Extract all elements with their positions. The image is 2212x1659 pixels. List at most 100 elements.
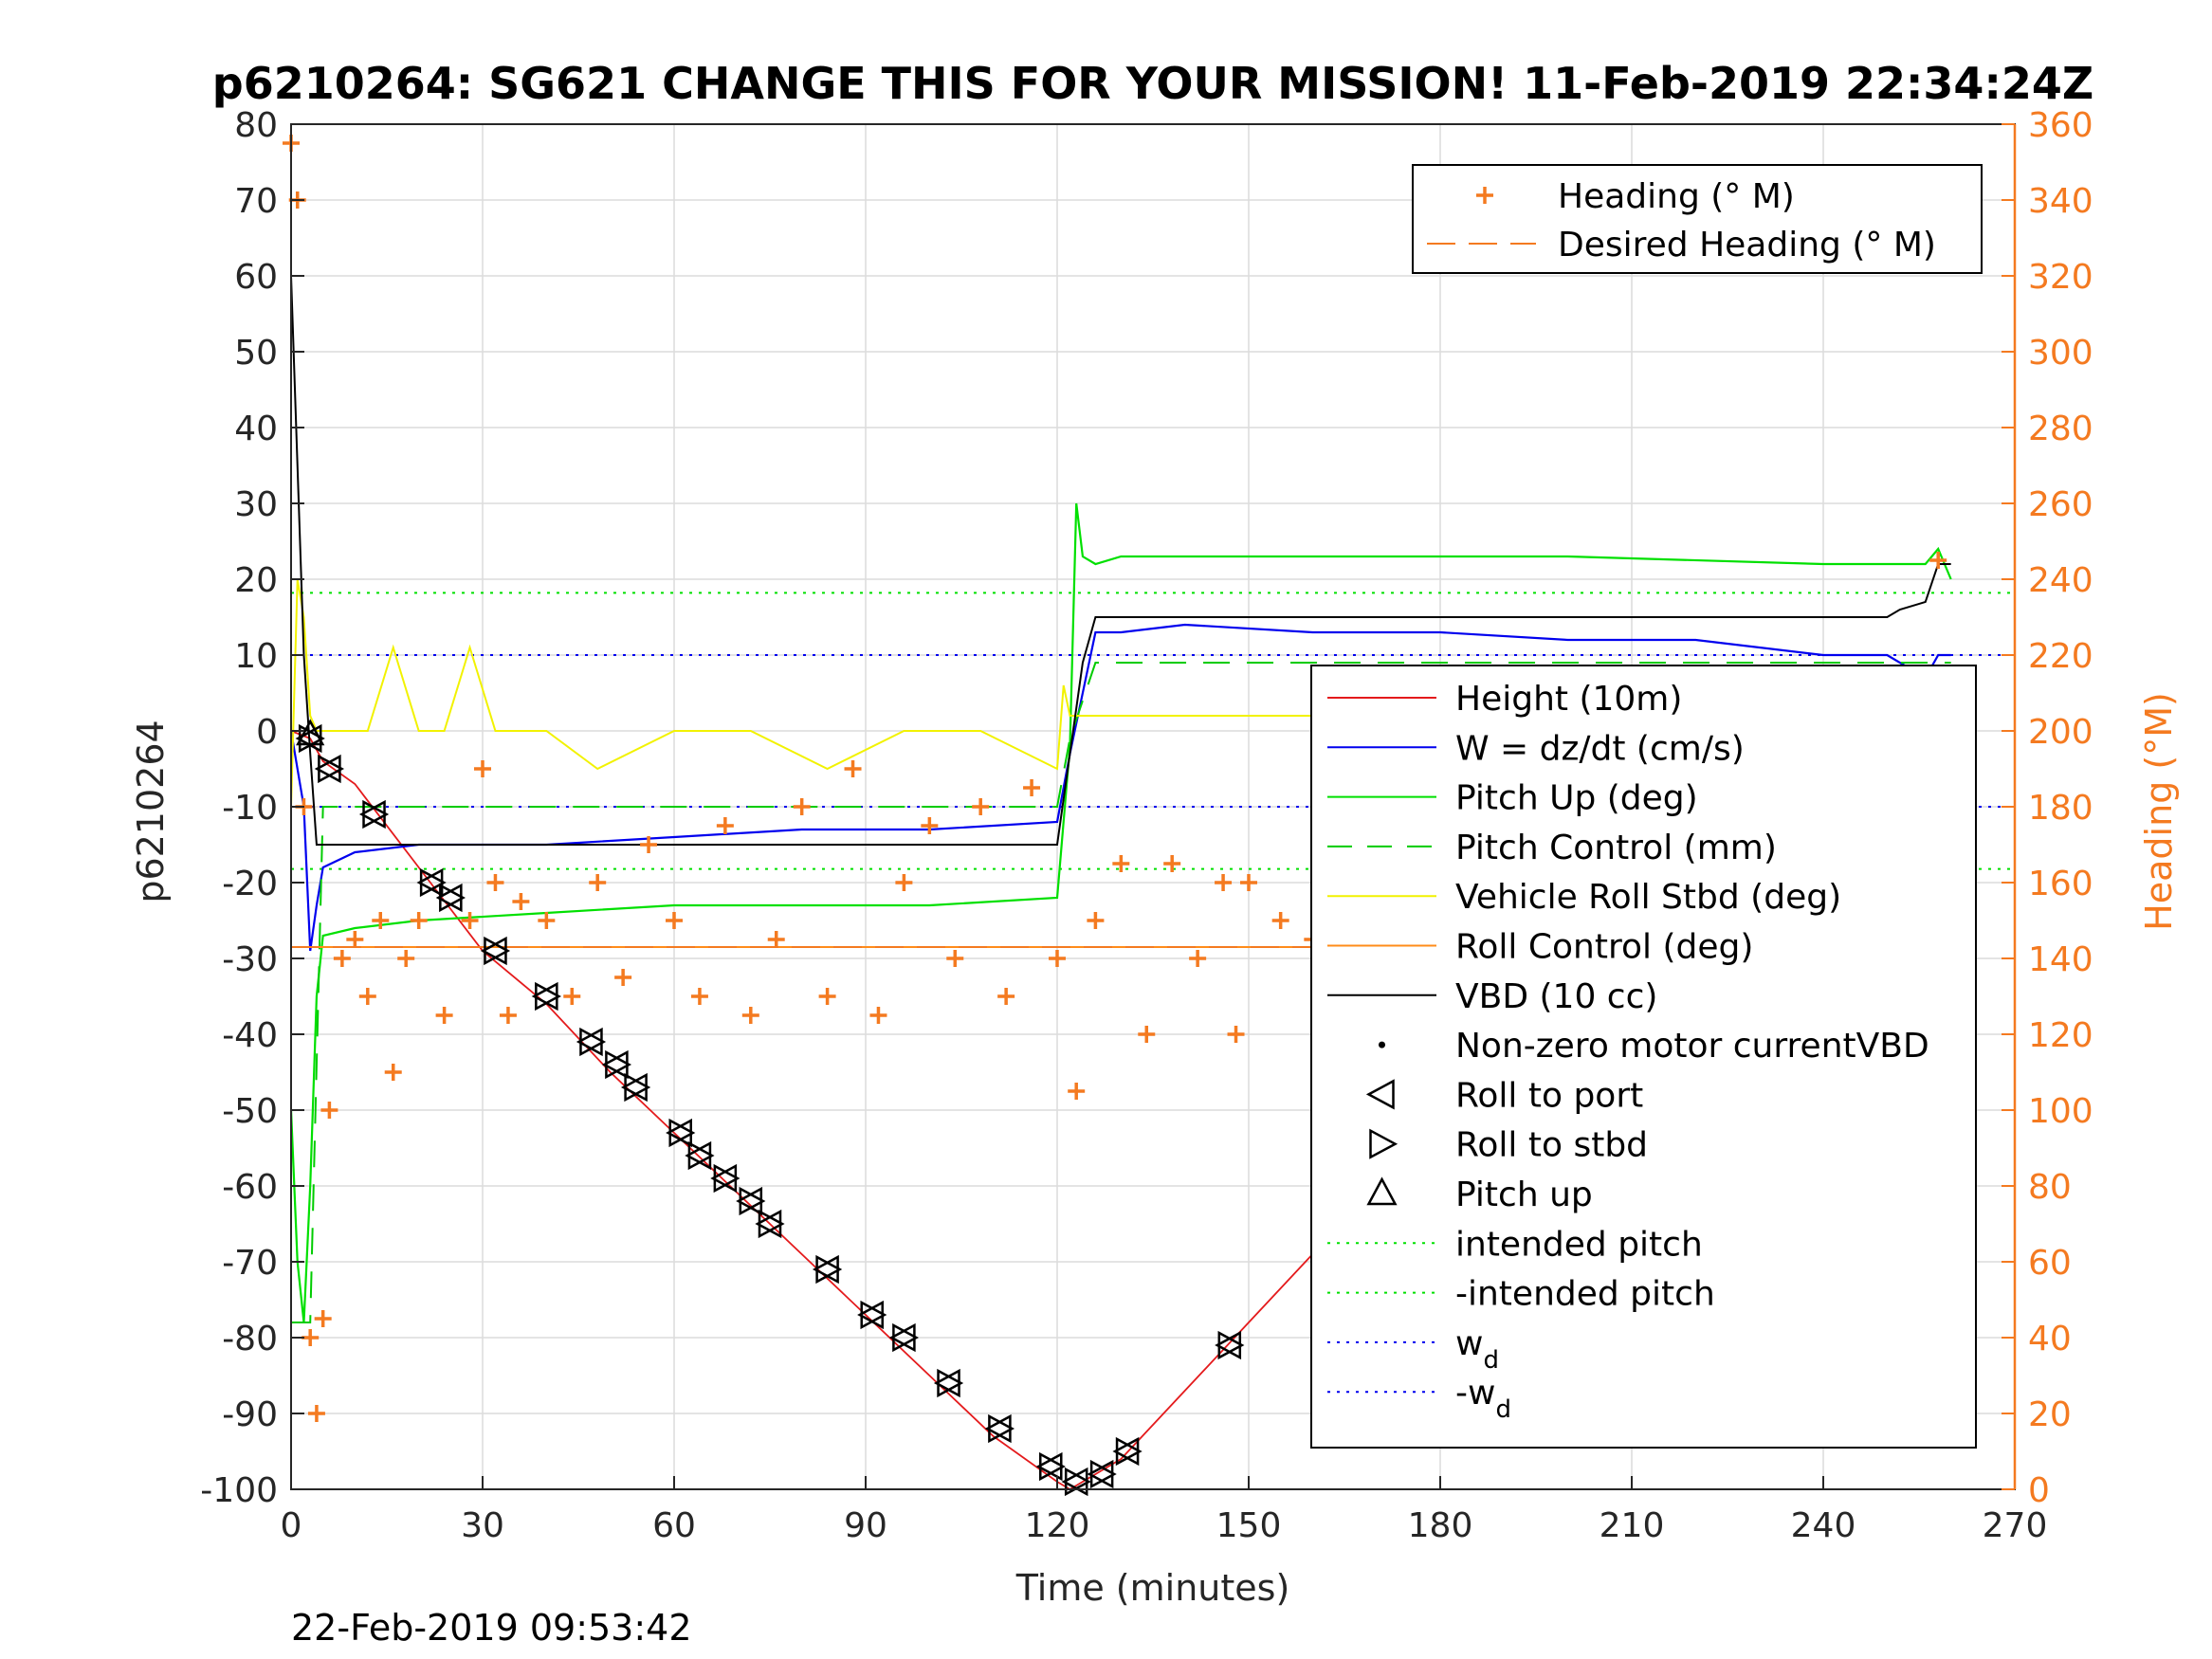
roll-marker: [1087, 1459, 1117, 1489]
legend-main: Height (10m) W = dz/dt (cm/s) Pitch Up (de…: [1310, 665, 1977, 1449]
y-tick-label: 0: [256, 713, 278, 752]
heading-marker: [346, 931, 364, 948]
y2-tick-label: 300: [2028, 334, 2093, 373]
legend-main-label: VBD (10 cc): [1455, 977, 1657, 1016]
roll-marker: [857, 1300, 887, 1330]
roll-marker: [685, 1140, 715, 1171]
roll-marker: [888, 1322, 920, 1353]
heading-marker: [1087, 912, 1105, 929]
heading-marker: [818, 988, 836, 1005]
roll-marker: [314, 754, 345, 784]
x-tick-label: 240: [1791, 1506, 1856, 1545]
heading-marker: [307, 1405, 325, 1422]
y2-tick-label: 40: [2028, 1320, 2072, 1358]
legend-main-label: Roll to stbd: [1455, 1126, 1648, 1165]
y2-tick-label: 200: [2028, 713, 2093, 752]
x-tick-label: 210: [1600, 1506, 1665, 1545]
heading-marker: [946, 950, 964, 967]
heading-marker: [640, 836, 658, 853]
heading-marker: [474, 760, 491, 777]
roll-marker: [1215, 1330, 1245, 1360]
y-tick-label: -20: [222, 865, 278, 903]
y2-tick-label: 160: [2028, 865, 2093, 903]
y2-tick-label: 360: [2028, 106, 2093, 145]
y-tick-label: -100: [200, 1471, 278, 1510]
heading-marker: [921, 817, 939, 834]
y2-tick-label: 220: [2028, 637, 2093, 676]
y2-tick-label: 260: [2028, 485, 2093, 524]
legend-swatch: [1365, 1079, 1395, 1110]
y-tick-label: 80: [234, 106, 278, 145]
y2-tick-label: 20: [2028, 1395, 2072, 1434]
legend-main-label: Vehicle Roll Stbd (deg): [1455, 878, 1841, 917]
y2-tick-label: 280: [2028, 410, 2093, 448]
y2-tick-label: 240: [2028, 561, 2093, 600]
legend-swatch: [1366, 1176, 1398, 1206]
heading-marker: [435, 1007, 453, 1024]
heading-marker: [1049, 950, 1066, 967]
legend-main-label: Roll Control (deg): [1455, 928, 1753, 967]
y2-tick-label: 100: [2028, 1092, 2093, 1131]
heading-marker: [1112, 855, 1130, 872]
heading-marker: [333, 950, 351, 967]
legend-swatch: [1379, 1041, 1385, 1048]
heading-marker: [997, 988, 1015, 1005]
heading-marker: [589, 874, 607, 891]
y2-tick-label: 140: [2028, 940, 2093, 979]
roll-marker: [812, 1254, 843, 1285]
series-line-3: [291, 662, 1951, 1323]
series-line-2: [289, 502, 1952, 1323]
legend-swatch: [1369, 1128, 1398, 1159]
heading-marker: [1215, 874, 1233, 891]
y-tick-label: 10: [234, 637, 278, 676]
heading-marker: [793, 798, 811, 815]
legend-top-label: Desired Heading (° M): [1558, 226, 1936, 264]
heading-marker: [512, 893, 530, 910]
heading-marker: [767, 931, 785, 948]
heading-marker: [844, 760, 862, 777]
x-tick-label: 270: [1983, 1506, 2048, 1545]
heading-marker: [486, 874, 504, 891]
legend-main-label: Non-zero motor currentVBD: [1455, 1027, 1929, 1066]
heading-marker: [320, 1102, 338, 1119]
y-tick-label: 30: [234, 485, 278, 524]
y2-tick-label: 320: [2028, 258, 2093, 297]
heading-marker: [1189, 950, 1207, 967]
x-tick-label: 0: [281, 1506, 302, 1545]
heading-marker: [690, 988, 708, 1005]
y-tick-label: -80: [222, 1320, 278, 1358]
legend-top-box: [1412, 164, 1983, 274]
heading-marker: [1138, 1026, 1156, 1043]
y-tick-label: -90: [222, 1395, 278, 1434]
roll-marker: [666, 1118, 696, 1148]
x-tick-label: 30: [461, 1506, 504, 1545]
y2-tick-label: 120: [2028, 1016, 2093, 1055]
heading-marker: [666, 912, 683, 929]
heading-marker: [716, 817, 734, 834]
roll-marker: [736, 1186, 766, 1216]
roll-marker: [480, 936, 511, 966]
heading-marker: [1023, 779, 1041, 796]
roll-marker: [576, 1027, 607, 1057]
heading-marker: [397, 950, 415, 967]
legend-main-box: [1310, 665, 1977, 1449]
y-tick-label: 50: [234, 334, 278, 373]
roll-marker: [1112, 1436, 1143, 1467]
y-axis-label: p6210264: [130, 720, 172, 902]
heading-marker: [1929, 552, 1947, 569]
roll-marker: [601, 1049, 632, 1080]
heading-marker: [869, 1007, 887, 1024]
heading-marker: [741, 1007, 759, 1024]
y-tick-label: -70: [222, 1244, 278, 1283]
heading-marker: [358, 988, 376, 1005]
y2-tick-label: 340: [2028, 182, 2093, 221]
legend-subscript: d: [1483, 1346, 1499, 1375]
heading-marker: [1240, 874, 1257, 891]
legend-subscript: d: [1495, 1395, 1511, 1424]
roll-marker: [358, 799, 390, 830]
footer-timestamp: 22-Feb-2019 09:53:42: [291, 1607, 692, 1649]
heading-marker: [372, 912, 390, 929]
heading-marker: [499, 1007, 517, 1024]
legend-main-label: Pitch Up (deg): [1455, 779, 1698, 818]
legend-main-label: Roll to port: [1455, 1076, 1643, 1115]
